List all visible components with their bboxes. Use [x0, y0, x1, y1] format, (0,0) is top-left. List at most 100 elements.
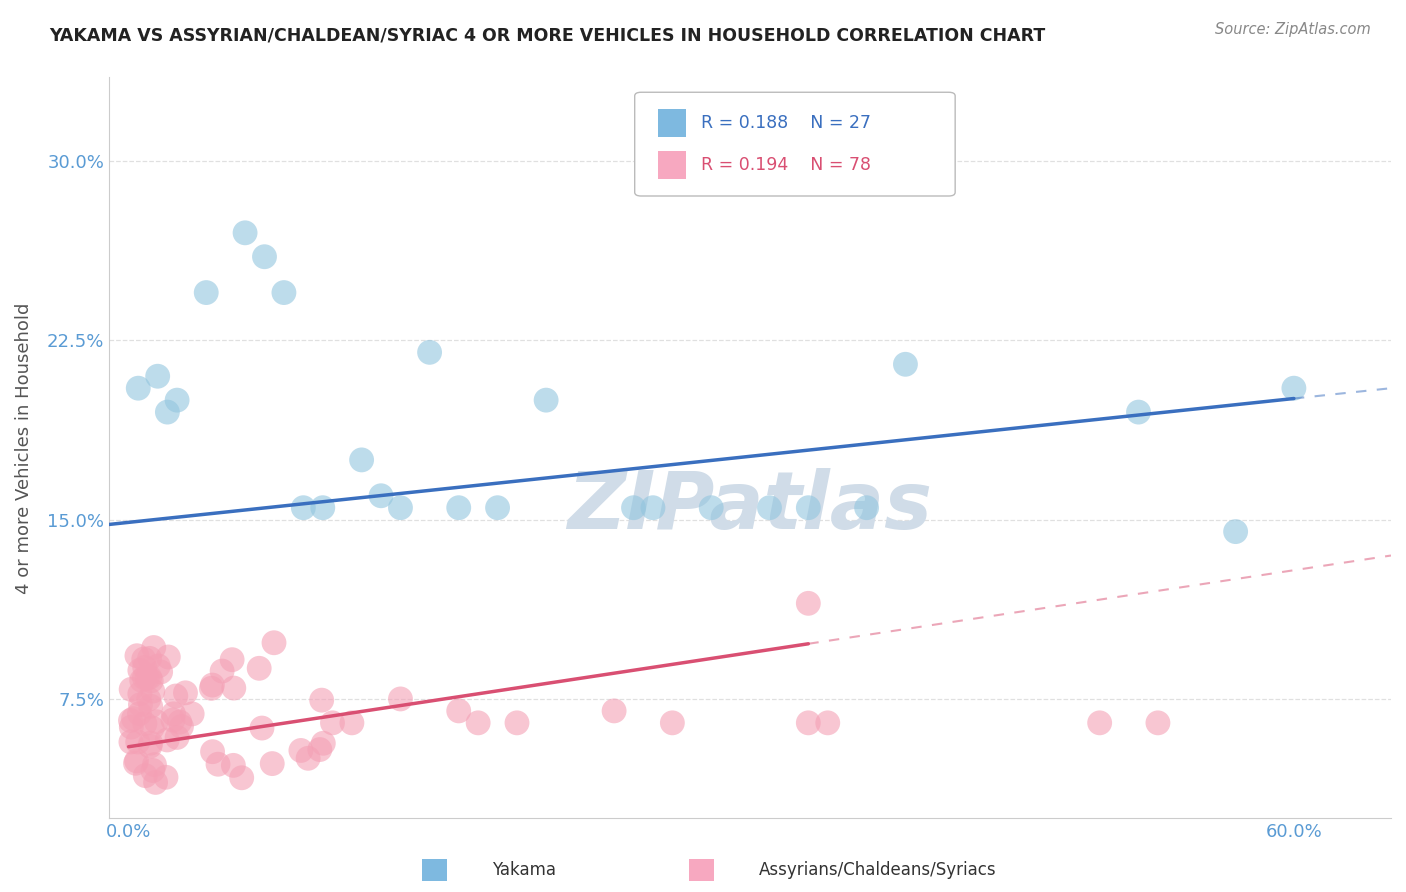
Point — [157, 650, 180, 665]
Text: R = 0.188    N = 27: R = 0.188 N = 27 — [702, 114, 872, 132]
Point — [797, 715, 820, 730]
Point — [350, 453, 373, 467]
Point — [125, 648, 148, 663]
Point — [311, 693, 333, 707]
Point — [139, 739, 162, 754]
Point — [1282, 381, 1305, 395]
Point — [700, 500, 723, 515]
Point — [389, 500, 412, 515]
Point — [797, 500, 820, 515]
Point — [162, 713, 184, 727]
Point — [201, 678, 224, 692]
Point — [222, 758, 245, 772]
Point — [534, 393, 557, 408]
Point — [142, 640, 165, 655]
Point — [134, 660, 156, 674]
Point — [138, 692, 160, 706]
Point — [817, 715, 839, 730]
Point — [148, 659, 170, 673]
Point — [247, 661, 270, 675]
Point — [253, 250, 276, 264]
Point — [195, 285, 218, 300]
Point — [1225, 524, 1247, 539]
Point — [141, 721, 163, 735]
Bar — [658, 151, 686, 179]
Point — [506, 715, 529, 730]
Point — [136, 671, 159, 685]
Point — [297, 751, 319, 765]
Point — [370, 489, 392, 503]
Point — [125, 754, 148, 768]
Point — [1088, 715, 1111, 730]
Point — [131, 673, 153, 688]
Point — [321, 715, 343, 730]
Point — [661, 715, 683, 730]
Point — [308, 742, 330, 756]
Point — [486, 500, 509, 515]
Point — [447, 704, 470, 718]
Point — [145, 775, 167, 789]
Point — [1147, 715, 1170, 730]
Point — [419, 345, 441, 359]
Point — [170, 720, 193, 734]
Point — [120, 720, 142, 734]
Point — [467, 715, 489, 730]
Point — [134, 716, 156, 731]
Point — [139, 736, 162, 750]
Point — [122, 712, 145, 726]
Point — [340, 715, 363, 730]
Point — [207, 757, 229, 772]
Point — [155, 770, 177, 784]
Point — [145, 714, 167, 729]
Y-axis label: 4 or more Vehicles in Household: 4 or more Vehicles in Household — [15, 302, 32, 594]
Point — [855, 500, 877, 515]
Point — [141, 673, 163, 688]
Text: Source: ZipAtlas.com: Source: ZipAtlas.com — [1215, 22, 1371, 37]
Point — [273, 285, 295, 300]
Point — [120, 682, 142, 697]
Point — [200, 681, 222, 696]
Point — [156, 733, 179, 747]
Point — [128, 664, 150, 678]
Point — [262, 756, 284, 771]
Point — [201, 745, 224, 759]
Point — [138, 670, 160, 684]
Point — [156, 405, 179, 419]
Point — [142, 764, 165, 778]
Point — [1128, 405, 1150, 419]
Point — [124, 756, 146, 771]
Text: R = 0.194    N = 78: R = 0.194 N = 78 — [702, 156, 872, 174]
Point — [166, 393, 188, 408]
Point — [120, 735, 142, 749]
Point — [128, 706, 150, 721]
Point — [162, 706, 184, 721]
Point — [132, 652, 155, 666]
Point — [389, 692, 412, 706]
Point — [211, 664, 233, 678]
Point — [290, 743, 312, 757]
Text: Assyrians/Chaldeans/Syriacs: Assyrians/Chaldeans/Syriacs — [759, 861, 997, 879]
Point — [233, 226, 256, 240]
Point — [128, 687, 150, 701]
Point — [623, 500, 645, 515]
Point — [143, 757, 166, 772]
Point — [221, 653, 243, 667]
Point — [120, 714, 142, 728]
Text: Yakama: Yakama — [492, 861, 557, 879]
Point — [149, 665, 172, 679]
Point — [142, 684, 165, 698]
Point — [231, 771, 253, 785]
Point — [134, 671, 156, 685]
Text: YAKAMA VS ASSYRIAN/CHALDEAN/SYRIAC 4 OR MORE VEHICLES IN HOUSEHOLD CORRELATION C: YAKAMA VS ASSYRIAN/CHALDEAN/SYRIAC 4 OR … — [49, 27, 1046, 45]
Point — [250, 721, 273, 735]
Point — [447, 500, 470, 515]
Point — [146, 369, 169, 384]
Point — [292, 500, 315, 515]
Point — [134, 769, 156, 783]
Point — [127, 381, 149, 395]
Point — [129, 698, 152, 712]
Point — [138, 651, 160, 665]
Point — [165, 689, 187, 703]
Point — [758, 500, 780, 515]
Point — [174, 686, 197, 700]
